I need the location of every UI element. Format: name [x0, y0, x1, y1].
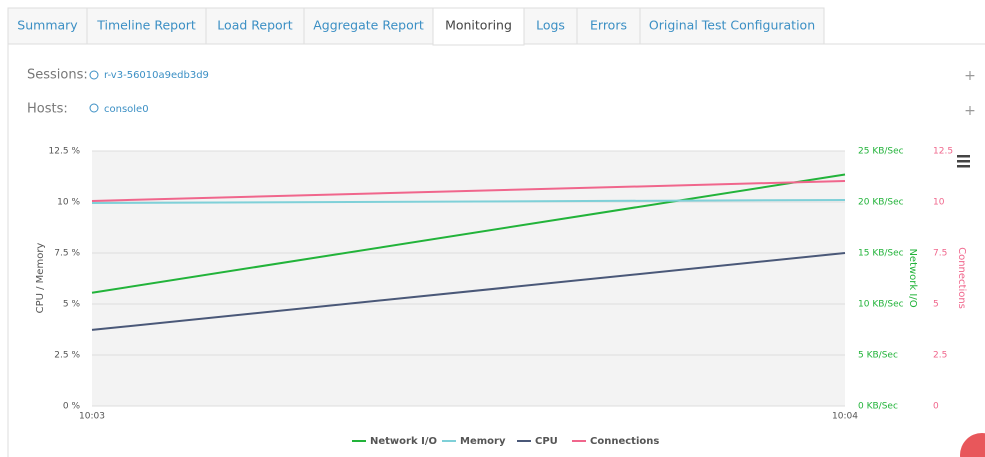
tab-label[interactable]: Logs [536, 18, 565, 33]
y3-axis-title: Connections [956, 247, 967, 309]
tab-label[interactable]: Timeline Report [96, 18, 196, 33]
check-icon [89, 70, 99, 80]
y-axis-title: CPU / Memory [35, 243, 46, 314]
menu-bar [957, 155, 970, 158]
y-tick-label: 7.5 % [54, 249, 80, 259]
y2-tick-label: 10 KB/Sec [858, 300, 904, 310]
menu-bar [957, 165, 970, 168]
tab[interactable] [86, 7, 207, 45]
tab[interactable] [303, 7, 434, 45]
y-tick-label: 5 % [63, 300, 81, 310]
y3-tick-label: 12.5 [933, 147, 953, 157]
y3-tick-label: 5 [933, 300, 939, 310]
legend-label[interactable]: Memory [460, 436, 506, 447]
y-tick-label: 0 % [63, 402, 81, 412]
y2-axis-title: Network I/O [907, 248, 918, 307]
hosts-label: Hosts: [27, 102, 68, 117]
x-tick-label: 10:03 [79, 412, 105, 422]
session-value[interactable]: r-v3-56010a9edb3d9 [104, 70, 209, 81]
tab[interactable] [205, 7, 305, 45]
y2-tick-label: 5 KB/Sec [858, 351, 898, 361]
tab-label[interactable]: Errors [590, 18, 627, 33]
tab[interactable] [576, 7, 641, 45]
x-tick-label: 10:04 [832, 412, 858, 422]
tab-label[interactable]: Monitoring [445, 18, 512, 33]
help-button[interactable] [960, 433, 985, 457]
y3-tick-label: 0 [933, 402, 939, 412]
add-button[interactable]: + [964, 68, 976, 84]
y-tick-label: 2.5 % [54, 351, 80, 361]
menu-icon[interactable] [957, 155, 970, 168]
plot-area [92, 151, 845, 406]
legend-label[interactable]: Network I/O [370, 436, 437, 447]
y2-tick-label: 25 KB/Sec [858, 147, 904, 157]
check-icon [89, 103, 99, 113]
host-value[interactable]: console0 [104, 104, 149, 115]
y3-tick-label: 10 [933, 198, 945, 208]
y-tick-label: 10 % [57, 198, 80, 208]
tab[interactable] [523, 7, 578, 45]
tab[interactable] [639, 7, 825, 45]
y2-tick-label: 15 KB/Sec [858, 249, 904, 259]
y3-tick-label: 2.5 [933, 351, 947, 361]
menu-bar [957, 160, 970, 163]
y2-tick-label: 0 KB/Sec [858, 402, 898, 412]
tab-label[interactable]: Load Report [217, 18, 292, 33]
series-line [91, 198, 846, 205]
y-tick-label: 12.5 % [49, 147, 81, 157]
legend-label[interactable]: Connections [590, 436, 659, 447]
y2-tick-label: 20 KB/Sec [858, 198, 904, 208]
legend-label[interactable]: CPU [535, 436, 558, 447]
add-button[interactable]: + [964, 103, 976, 119]
tab-label[interactable]: Aggregate Report [313, 18, 424, 33]
sessions-label: Sessions: [27, 68, 88, 83]
tab-label[interactable]: Summary [17, 18, 78, 33]
y3-tick-label: 7.5 [933, 249, 947, 259]
series-line [91, 173, 846, 294]
series-line [91, 252, 846, 331]
tab-label[interactable]: Original Test Configuration [649, 18, 815, 33]
series-line [91, 179, 846, 202]
tab[interactable] [432, 7, 525, 46]
